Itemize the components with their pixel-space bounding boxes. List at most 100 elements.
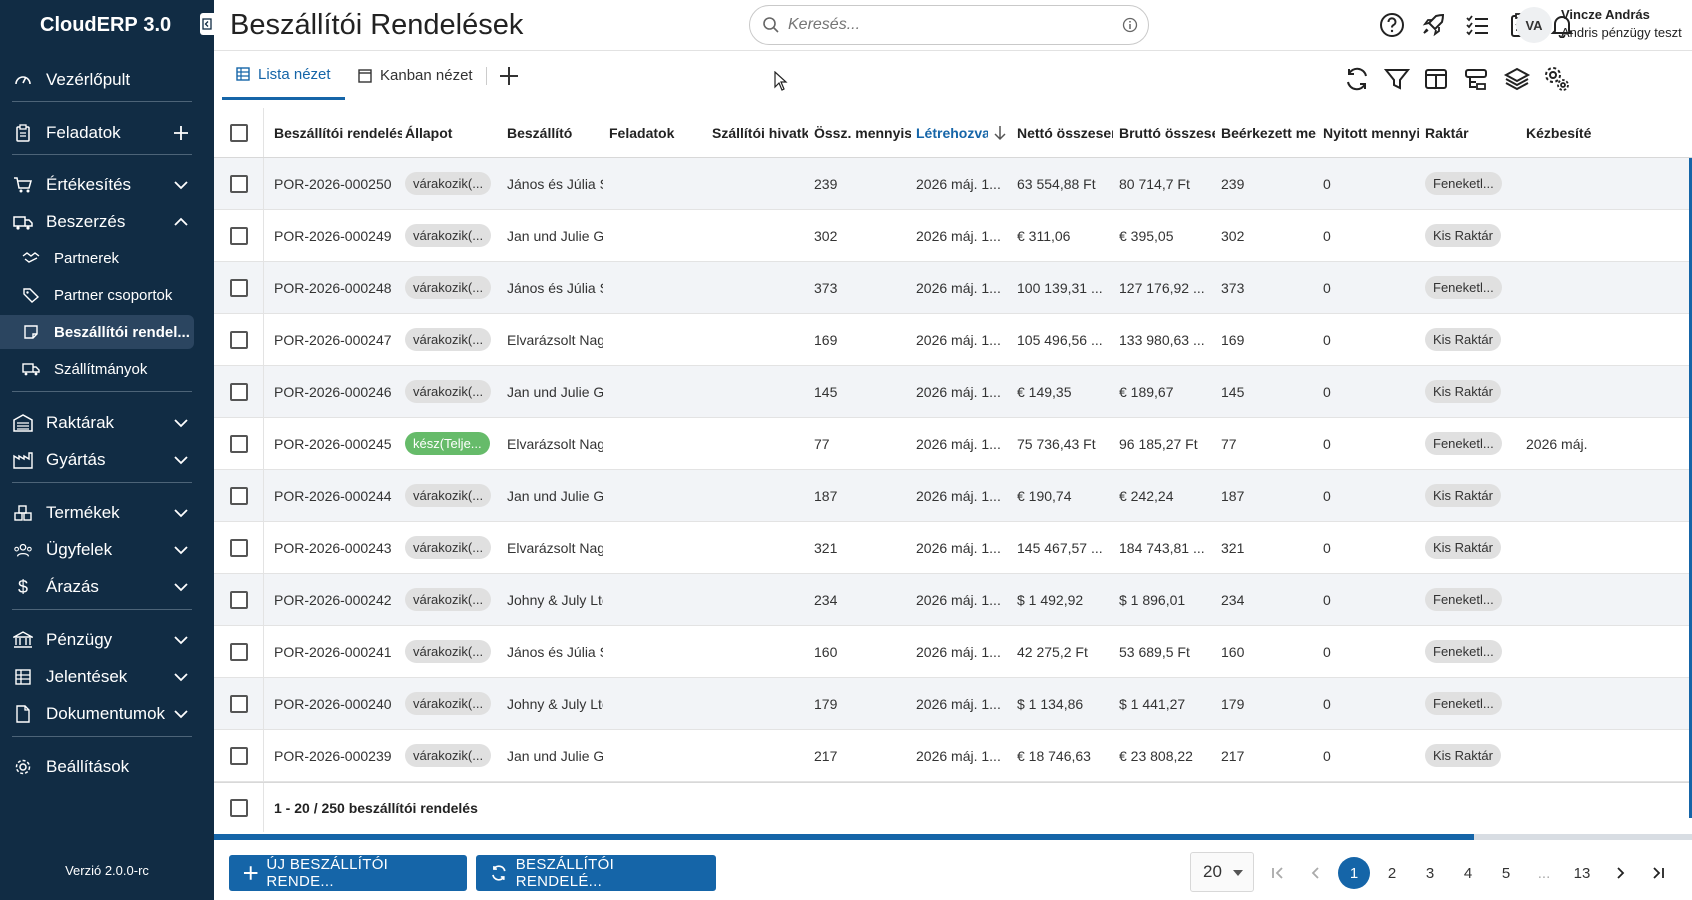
page-button[interactable]: 2 <box>1387 864 1397 882</box>
sidebar-item-dashboard[interactable]: Vezérlőpult <box>0 62 214 98</box>
page-button[interactable]: 13 <box>1573 864 1591 882</box>
row-checkbox[interactable] <box>230 695 248 713</box>
footer-checkbox[interactable] <box>230 799 248 817</box>
row-checkbox[interactable] <box>230 643 248 661</box>
column-header-open-qty[interactable]: Nyitott mennyi <box>1323 124 1419 141</box>
add-task-icon[interactable] <box>172 124 190 142</box>
row-checkbox[interactable] <box>230 487 248 505</box>
sidebar-item-tasks[interactable]: Feladatok <box>0 115 214 151</box>
new-supplier-order-button[interactable]: ÚJ BESZÁLLÍTÓI RENDE... <box>229 855 467 891</box>
cell-open-qty: 0 <box>1323 591 1331 608</box>
cell-order-id: POR-2026-000240 <box>274 695 392 712</box>
column-header-supplier[interactable]: Beszállító <box>507 124 573 141</box>
column-header-gross-total[interactable]: Bruttó összese <box>1119 124 1215 141</box>
first-page-button[interactable] <box>1262 857 1294 889</box>
search-input[interactable] <box>788 16 1088 34</box>
last-page-button[interactable] <box>1642 857 1674 889</box>
column-header-tasks[interactable]: Feladatok <box>609 124 675 141</box>
add-view-icon[interactable] <box>498 65 520 87</box>
grouping-icon[interactable] <box>1462 65 1490 93</box>
row-checkbox[interactable] <box>230 175 248 193</box>
column-header-received-qty[interactable]: Beérkezett men <box>1221 124 1317 141</box>
row-checkbox[interactable] <box>230 435 248 453</box>
page-button[interactable]: 3 <box>1425 864 1435 882</box>
table-row[interactable]: POR-2026-000243 várakozik(... Elvarázsolt … <box>214 522 1692 574</box>
row-checkbox[interactable] <box>230 591 248 609</box>
table-row[interactable]: POR-2026-000241 várakozik(... János és Júl… <box>214 626 1692 678</box>
refresh-icon[interactable] <box>1343 65 1371 93</box>
column-header-delivered[interactable]: Kézbesíté <box>1526 124 1592 141</box>
column-header-order[interactable]: Beszállítói rendelés <box>274 124 402 141</box>
checklist-icon[interactable] <box>1464 12 1490 38</box>
settings-gears-icon[interactable] <box>1543 65 1571 93</box>
scrollbar-thumb[interactable] <box>214 834 1474 840</box>
sidebar-item-shipments[interactable]: Szállítmányok <box>0 352 214 386</box>
table-row[interactable]: POR-2026-000239 várakozik(... Jan und Juli… <box>214 730 1692 782</box>
page-size-select[interactable]: 20 <box>1190 852 1254 892</box>
table-row[interactable]: POR-2026-000242 várakozik(... Johny & July… <box>214 574 1692 626</box>
sidebar-item-customers[interactable]: Ügyfelek <box>0 532 214 568</box>
sort-down-icon[interactable] <box>994 125 1006 141</box>
sidebar-item-sales[interactable]: Értékesítés <box>0 167 214 203</box>
column-header-status[interactable]: Állapot <box>405 124 453 141</box>
refresh-supplier-orders-button[interactable]: BESZÁLLÍTÓI RENDELÉ... <box>476 855 716 891</box>
sidebar-item-products[interactable]: Termékek <box>0 495 214 531</box>
column-header-total-qty[interactable]: Össz. mennyis <box>814 124 911 141</box>
bell-icon[interactable] <box>1549 12 1575 38</box>
avatar[interactable]: VA <box>1516 7 1552 43</box>
vertical-scrollbar[interactable] <box>1689 158 1692 818</box>
next-page-button[interactable] <box>1604 857 1636 889</box>
sidebar-item-settings[interactable]: Beállítások <box>0 749 214 785</box>
chevron-down-icon <box>172 176 190 194</box>
page-button[interactable]: 1 <box>1338 857 1370 889</box>
table-row[interactable]: POR-2026-000250 várakozik(... János és Júl… <box>214 158 1692 210</box>
sidebar-item-purchasing[interactable]: Beszerzés <box>0 204 214 240</box>
sidebar-item-warehouses[interactable]: Raktárak <box>0 405 214 441</box>
row-checkbox[interactable] <box>230 747 248 765</box>
filter-icon[interactable] <box>1383 65 1411 93</box>
sidebar-item-finance[interactable]: Pénzügy <box>0 622 214 658</box>
column-header-warehouse[interactable]: Raktár <box>1425 124 1469 141</box>
row-checkbox[interactable] <box>230 539 248 557</box>
select-all-checkbox[interactable] <box>230 124 248 142</box>
row-checkbox[interactable] <box>230 383 248 401</box>
table-row[interactable]: POR-2026-000249 várakozik(... Jan und Juli… <box>214 210 1692 262</box>
column-header-net-total[interactable]: Nettó összesen <box>1017 124 1113 141</box>
table-row[interactable]: POR-2026-000244 várakozik(... Jan und Juli… <box>214 470 1692 522</box>
table-row[interactable]: POR-2026-000247 várakozik(... Elvarázsolt … <box>214 314 1692 366</box>
cell-created: 2026 máj. 1... <box>916 279 1001 296</box>
column-header-created[interactable]: Létrehozva <box>916 124 988 141</box>
collapse-sidebar-button[interactable] <box>200 13 214 35</box>
help-icon[interactable] <box>1379 12 1405 38</box>
column-header-supplier-ref[interactable]: Szállítói hivatk <box>712 124 808 141</box>
tab-kanban-view[interactable]: Kanban nézet <box>358 51 482 100</box>
app-brand[interactable]: CloudERP 3.0 <box>0 0 214 50</box>
table-row[interactable]: POR-2026-000240 várakozik(... Johny & July… <box>214 678 1692 730</box>
sidebar-item-partner-groups[interactable]: Partner csoportok <box>0 278 214 312</box>
table-row[interactable]: POR-2026-000245 kész(Telje... Elvarázsolt … <box>214 418 1692 470</box>
row-checkbox[interactable] <box>230 227 248 245</box>
cell-status: kész(Telje... <box>405 418 503 469</box>
page-button[interactable]: 4 <box>1463 864 1473 882</box>
prev-page-button[interactable] <box>1300 857 1332 889</box>
info-icon[interactable] <box>1122 17 1138 33</box>
sidebar-item-label: Termékek <box>46 503 120 522</box>
sidebar-item-supplier-orders[interactable]: Beszállítói rendel... <box>0 315 194 349</box>
page-button[interactable]: 5 <box>1501 864 1511 882</box>
table-row[interactable]: POR-2026-000246 várakozik(... Jan und Juli… <box>214 366 1692 418</box>
sidebar-item-reports[interactable]: Jelentések <box>0 659 214 695</box>
rocket-icon[interactable] <box>1421 12 1447 38</box>
horizontal-scrollbar[interactable] <box>214 834 1692 840</box>
row-checkbox[interactable] <box>230 279 248 297</box>
sidebar-item-partners[interactable]: Partnerek <box>0 241 214 275</box>
sidebar-item-production[interactable]: Gyártás <box>0 442 214 478</box>
sidebar-item-documents[interactable]: Dokumentumok <box>0 696 214 732</box>
table-row[interactable]: POR-2026-000248 várakozik(... János és Júl… <box>214 262 1692 314</box>
search-box[interactable] <box>749 5 1149 45</box>
tab-list-view[interactable]: Lista nézet <box>222 51 345 100</box>
user-name[interactable]: Vincze András <box>1561 7 1650 22</box>
row-checkbox[interactable] <box>230 331 248 349</box>
sidebar-item-pricing[interactable]: $ Árazás <box>0 569 214 605</box>
layers-icon[interactable] <box>1503 65 1531 93</box>
columns-icon[interactable] <box>1422 65 1450 93</box>
